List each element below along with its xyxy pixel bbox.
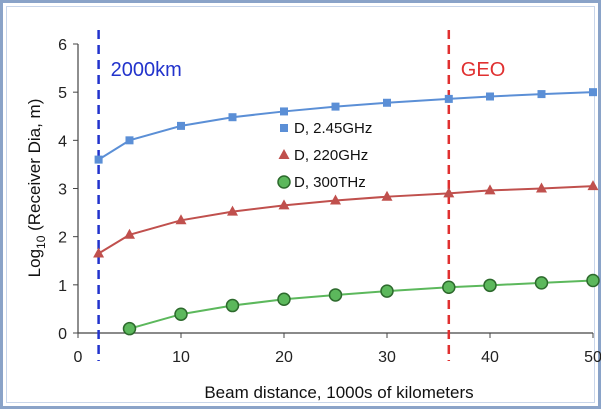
- y-tick-label: 2: [58, 230, 67, 247]
- data-point: [484, 184, 496, 195]
- legend-label: D, 2.45GHz: [294, 120, 372, 137]
- data-point: [587, 180, 599, 191]
- y-axis-label-rest: (Receiver Dia, m): [25, 99, 44, 236]
- x-axis-label: Beam distance, 1000s of kilometers: [204, 383, 473, 402]
- x-tick-label: 30: [378, 349, 396, 366]
- reference-line-label: GEO: [461, 59, 505, 81]
- data-point: [444, 94, 453, 103]
- x-tick-label: 50: [584, 349, 601, 366]
- y-axis-label-subscript: 10: [34, 235, 48, 249]
- axes: 0 1 2 3 4 5 6 0 10 20 30 40 50: [58, 37, 601, 366]
- legend-marker: [278, 149, 290, 159]
- data-point: [537, 90, 546, 99]
- y-tick-label: 6: [58, 37, 67, 54]
- data-point: [328, 288, 343, 302]
- data-point: [174, 307, 188, 321]
- x-tick-label: 40: [481, 349, 499, 366]
- data-point: [330, 194, 341, 205]
- y-tick-label: 4: [58, 133, 67, 150]
- series-line: [98, 185, 594, 255]
- legend-label: D, 300THz: [294, 174, 366, 191]
- data-point: [383, 98, 391, 107]
- data-point: [483, 278, 497, 293]
- data-point: [442, 280, 456, 294]
- x-tick-label: 10: [172, 349, 190, 366]
- y-tick-label: 3: [58, 182, 67, 199]
- y-tick-label: 5: [58, 85, 67, 102]
- y-tick-label: 1: [58, 278, 67, 295]
- series-line: [129, 279, 594, 330]
- data-point: [536, 182, 547, 193]
- data-point: [586, 273, 600, 288]
- data-point: [280, 107, 288, 116]
- reference-lines: 2000km GEO: [97, 30, 505, 361]
- data-point: [380, 284, 394, 298]
- data-point: [175, 214, 187, 225]
- data-point: [125, 136, 134, 145]
- data-point: [443, 187, 455, 198]
- data-point: [227, 205, 238, 216]
- reference-line-label: 2000km: [111, 59, 182, 81]
- data-point: [278, 199, 290, 210]
- legend-label: D, 220GHz: [294, 147, 368, 164]
- legend: D, 2.45GHz D, 220GHz D, 300THz: [277, 120, 372, 191]
- data-point: [589, 88, 597, 97]
- chart-inner-border: [6, 6, 595, 403]
- data-point: [534, 276, 549, 290]
- y-tick-label: 0: [58, 326, 67, 343]
- data-point: [486, 92, 494, 101]
- series-group: [93, 88, 600, 336]
- data-point: [331, 102, 340, 111]
- data-point: [177, 121, 185, 130]
- data-point: [228, 113, 237, 122]
- data-point: [94, 155, 103, 164]
- data-point: [124, 228, 135, 239]
- y-axis-label-main: Log: [25, 249, 44, 277]
- legend-marker: [277, 175, 291, 189]
- data-point: [122, 321, 137, 336]
- data-point: [225, 298, 240, 313]
- data-point: [93, 247, 105, 258]
- data-point: [277, 292, 291, 307]
- x-tick-label: 20: [275, 349, 293, 366]
- x-tick-label: 0: [74, 349, 83, 366]
- legend-marker: [280, 124, 288, 132]
- data-point: [381, 190, 393, 201]
- y-axis-label: Log10 (Receiver Dia, m): [25, 99, 48, 278]
